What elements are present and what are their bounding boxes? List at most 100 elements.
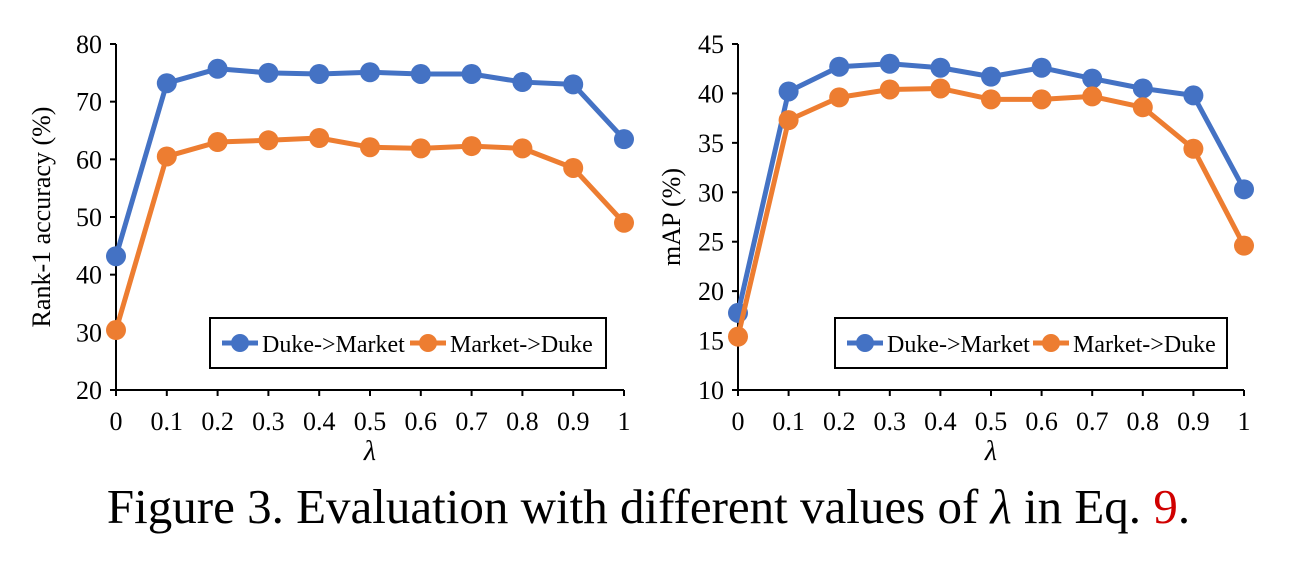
chart0-y-axis-label: Rank-1 accuracy (%) [27,107,56,328]
chart1-legend-label: Market->Duke [1073,332,1216,358]
chart1-series-0-point [981,66,1001,87]
chart1-series-0-point [1082,68,1103,89]
chart1-series-1-point [829,87,850,108]
chart1-series-1-point [1031,89,1052,110]
chart1-series-0-point [1234,179,1254,200]
chart1-series-1-point [778,110,799,131]
chart1-x-tick-label: 0.6 [1025,407,1058,436]
chart0-y-tick-label: 40 [76,261,102,290]
chart1-x-tick-label: 0 [732,407,745,436]
chart1-y-tick-label: 35 [698,129,724,158]
chart0-series-1-point [461,136,482,157]
chart1-x-tick-label: 0.2 [823,407,856,436]
chart0-y-tick-label: 80 [76,30,102,59]
chart0-series-0-point [461,63,482,84]
chart1-series-1-point [930,78,951,99]
chart0-y-tick-label: 60 [76,145,102,174]
caption-middle: in Eq. [1011,479,1154,534]
chart0-legend-swatch-marker [419,334,437,352]
chart1-series-0-point [829,56,850,77]
chart0-series-0-point [106,246,126,267]
chart1-legend-label: Duke->Market [887,332,1030,358]
chart0-legend-swatch-marker [231,334,249,352]
chart0-x-tick-label: 0 [110,407,123,436]
chart0-x-tick-label: 0.4 [303,407,336,436]
chart1-x-tick-label: 0.9 [1177,407,1210,436]
chart1-y-tick-label: 30 [698,178,724,207]
chart0-series-0-line [113,66,626,257]
chart1-x-tick-label: 1 [1238,407,1251,436]
chart-map: 10 15 20 25 30 35 40 45 0 0.1 0.2 0.3 0.4 0.5 0.6 0.7 0.… [657,30,1254,467]
chart0-series-1-point [258,130,279,151]
chart0-x-tick-label: 0.8 [506,407,539,436]
chart1-y-tick-label: 20 [698,277,724,306]
chart1-legend-swatch-marker [1042,334,1060,352]
chart0-series-0-point [614,129,634,150]
chart0-series-1-point [309,127,330,148]
chart0-series-1-point [156,146,177,167]
chart0-series-1-line [113,135,626,331]
chart1-series-0-point [930,57,951,78]
chart1-y-tick-label: 15 [698,327,724,356]
equation-reference-link[interactable]: 9 [1153,479,1178,534]
chart0-legend-box [209,317,607,369]
chart0-series-0-point [156,73,177,94]
chart0-series-1-point [106,320,126,341]
chart1-y-tick-label: 10 [698,376,724,405]
chart1-series-0-point [778,81,799,102]
chart0-series-0-point [410,63,431,84]
chart0-x-tick-label: 0.6 [405,407,438,436]
caption-suffix: . [1177,479,1191,534]
chart0-series-0-point [360,62,380,83]
chart0-x-tick-label: 0.2 [201,407,234,436]
chart1-x-tick-label: 0.4 [924,407,957,436]
chart1-series-1-line [735,85,1247,338]
chart0-series-1-point [563,157,584,178]
chart1-series-0-point [879,53,900,74]
chart0-legend-label: Market->Duke [450,332,593,358]
chart1-legend-box [834,317,1228,369]
chart1-series-0-point [1183,85,1204,106]
chart0-y-tick-label: 50 [76,203,102,232]
chart0-series-0-point [207,58,228,79]
chart0-x-tick-label: 0.9 [557,407,590,436]
chart0-x-tick-label: 0.7 [455,407,488,436]
chart1-x-tick-label: 0.1 [772,407,805,436]
chart1-y-tick-label: 45 [698,30,724,59]
chart0-legend-label: Duke->Market [262,332,405,358]
chart0-x-tick-label: 0.3 [252,407,285,436]
chart1-y-tick-label: 25 [698,228,724,257]
chart0-series-0-point [309,63,330,84]
chart1-series-1-point [1132,97,1153,118]
chart1-y-axis-label: mAP (%) [657,168,686,266]
chart1-x-axis-label: λ [984,436,997,467]
chart0-x-tick-label: 1 [618,407,631,436]
chart1-series-1-point [1082,86,1103,107]
chart1-series-1-point [981,89,1001,110]
chart0-series-1-point [207,132,228,153]
chart0-series-0-point [563,74,584,95]
chart1-x-tick-label: 0.7 [1076,407,1109,436]
chart1-series-1-point [1183,138,1204,159]
chart0-series-1-point [512,138,533,159]
chart0-series-1-point [360,137,380,158]
chart0-y-tick-label: 30 [76,318,102,347]
chart1-x-tick-label: 0.5 [975,407,1008,436]
chart-rank1: 20 30 40 50 60 70 80 0 0.1 0.2 0.3 0.4 0.5 0.6 0.7 0.8 0… [27,30,634,467]
caption-symbol: λ [990,479,1012,534]
chart1-series-1-point [728,326,748,347]
chart0-x-axis-label: λ [363,436,376,467]
chart1-series-1-point [879,79,900,100]
chart0-series-0-point [258,62,279,83]
chart0-series-1-point [614,212,634,233]
chart0-y-tick-label: 20 [76,376,102,405]
chart0-y-tick-label: 70 [76,88,102,117]
chart0-series-0-point [512,72,533,93]
chart1-y-tick-label: 40 [698,79,724,108]
chart1-x-tick-label: 0.3 [874,407,907,436]
chart0-series-1-point [410,138,431,159]
chart1-series-1-point [1234,235,1254,256]
chart1-x-tick-label: 0.8 [1127,407,1160,436]
figure-caption: Figure 3. Evaluation with different valu… [0,478,1297,535]
chart1-legend-swatch-marker [856,334,874,352]
